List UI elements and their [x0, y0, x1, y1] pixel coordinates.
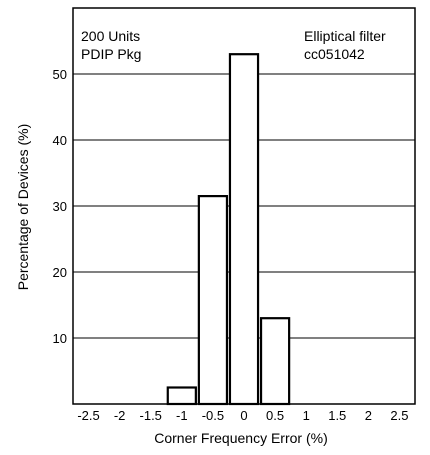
- x-tick-label: 2: [365, 408, 372, 423]
- bar-3: [259, 317, 291, 406]
- x-tick-label: 1.5: [328, 408, 346, 423]
- bar-2: [228, 53, 260, 406]
- annotation-package: PDIP Pkg: [81, 46, 141, 62]
- annotation-units: 200 Units: [81, 28, 140, 44]
- x-tick-label: 0: [240, 408, 247, 423]
- x-tick-label: 1: [303, 408, 310, 423]
- y-tick-label: 30: [53, 199, 67, 214]
- y-axis-title: Percentage of Devices (%): [15, 124, 31, 291]
- y-tick-label: 50: [53, 67, 67, 82]
- x-tick-label: 2.5: [390, 408, 408, 423]
- y-tick-label: 20: [53, 265, 67, 280]
- x-tick-labels: -2.5 -2 -1.5 -1 -0.5 0 0.5 1 1.5 2 2.5: [77, 408, 408, 423]
- y-tick-label: 40: [53, 133, 67, 148]
- x-tick-label: 0.5: [266, 408, 284, 423]
- x-tick-label: -0.5: [202, 408, 224, 423]
- y-tick-label: 10: [53, 331, 67, 346]
- annotation-part-code: cc051042: [304, 46, 365, 62]
- plot-frame: [72, 7, 416, 405]
- x-tick-label: -2.5: [77, 408, 99, 423]
- y-tick-labels: 10 20 30 40 50: [53, 67, 67, 346]
- bar-1: [197, 195, 229, 406]
- x-tick-label: -1: [176, 408, 188, 423]
- x-axis-title: Corner Frequency Error (%): [154, 430, 328, 446]
- bar-0: [166, 386, 197, 406]
- x-tick-label: -1.5: [140, 408, 162, 423]
- annotation-filter-type: Elliptical filter: [304, 28, 386, 44]
- bars: [166, 53, 291, 406]
- x-tick-label: -2: [114, 408, 126, 423]
